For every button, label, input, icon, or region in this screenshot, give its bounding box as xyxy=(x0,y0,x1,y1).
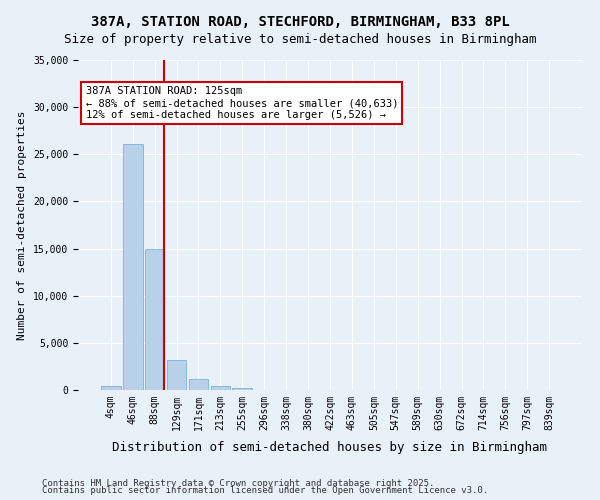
Bar xyxy=(211,386,230,390)
Text: 387A STATION ROAD: 125sqm
← 88% of semi-detached houses are smaller (40,633)
12%: 387A STATION ROAD: 125sqm ← 88% of semi-… xyxy=(86,86,398,120)
Text: Contains public sector information licensed under the Open Government Licence v3: Contains public sector information licen… xyxy=(42,486,488,495)
X-axis label: Distribution of semi-detached houses by size in Birmingham: Distribution of semi-detached houses by … xyxy=(113,441,548,454)
Bar xyxy=(123,144,143,390)
Text: Size of property relative to semi-detached houses in Birmingham: Size of property relative to semi-detach… xyxy=(64,32,536,46)
Bar xyxy=(167,360,187,390)
Y-axis label: Number of semi-detached properties: Number of semi-detached properties xyxy=(17,110,28,340)
Text: 387A, STATION ROAD, STECHFORD, BIRMINGHAM, B33 8PL: 387A, STATION ROAD, STECHFORD, BIRMINGHA… xyxy=(91,15,509,29)
Bar xyxy=(188,378,208,390)
Text: Contains HM Land Registry data © Crown copyright and database right 2025.: Contains HM Land Registry data © Crown c… xyxy=(42,478,434,488)
Bar xyxy=(232,388,252,390)
Bar xyxy=(101,386,121,390)
Bar xyxy=(145,248,164,390)
